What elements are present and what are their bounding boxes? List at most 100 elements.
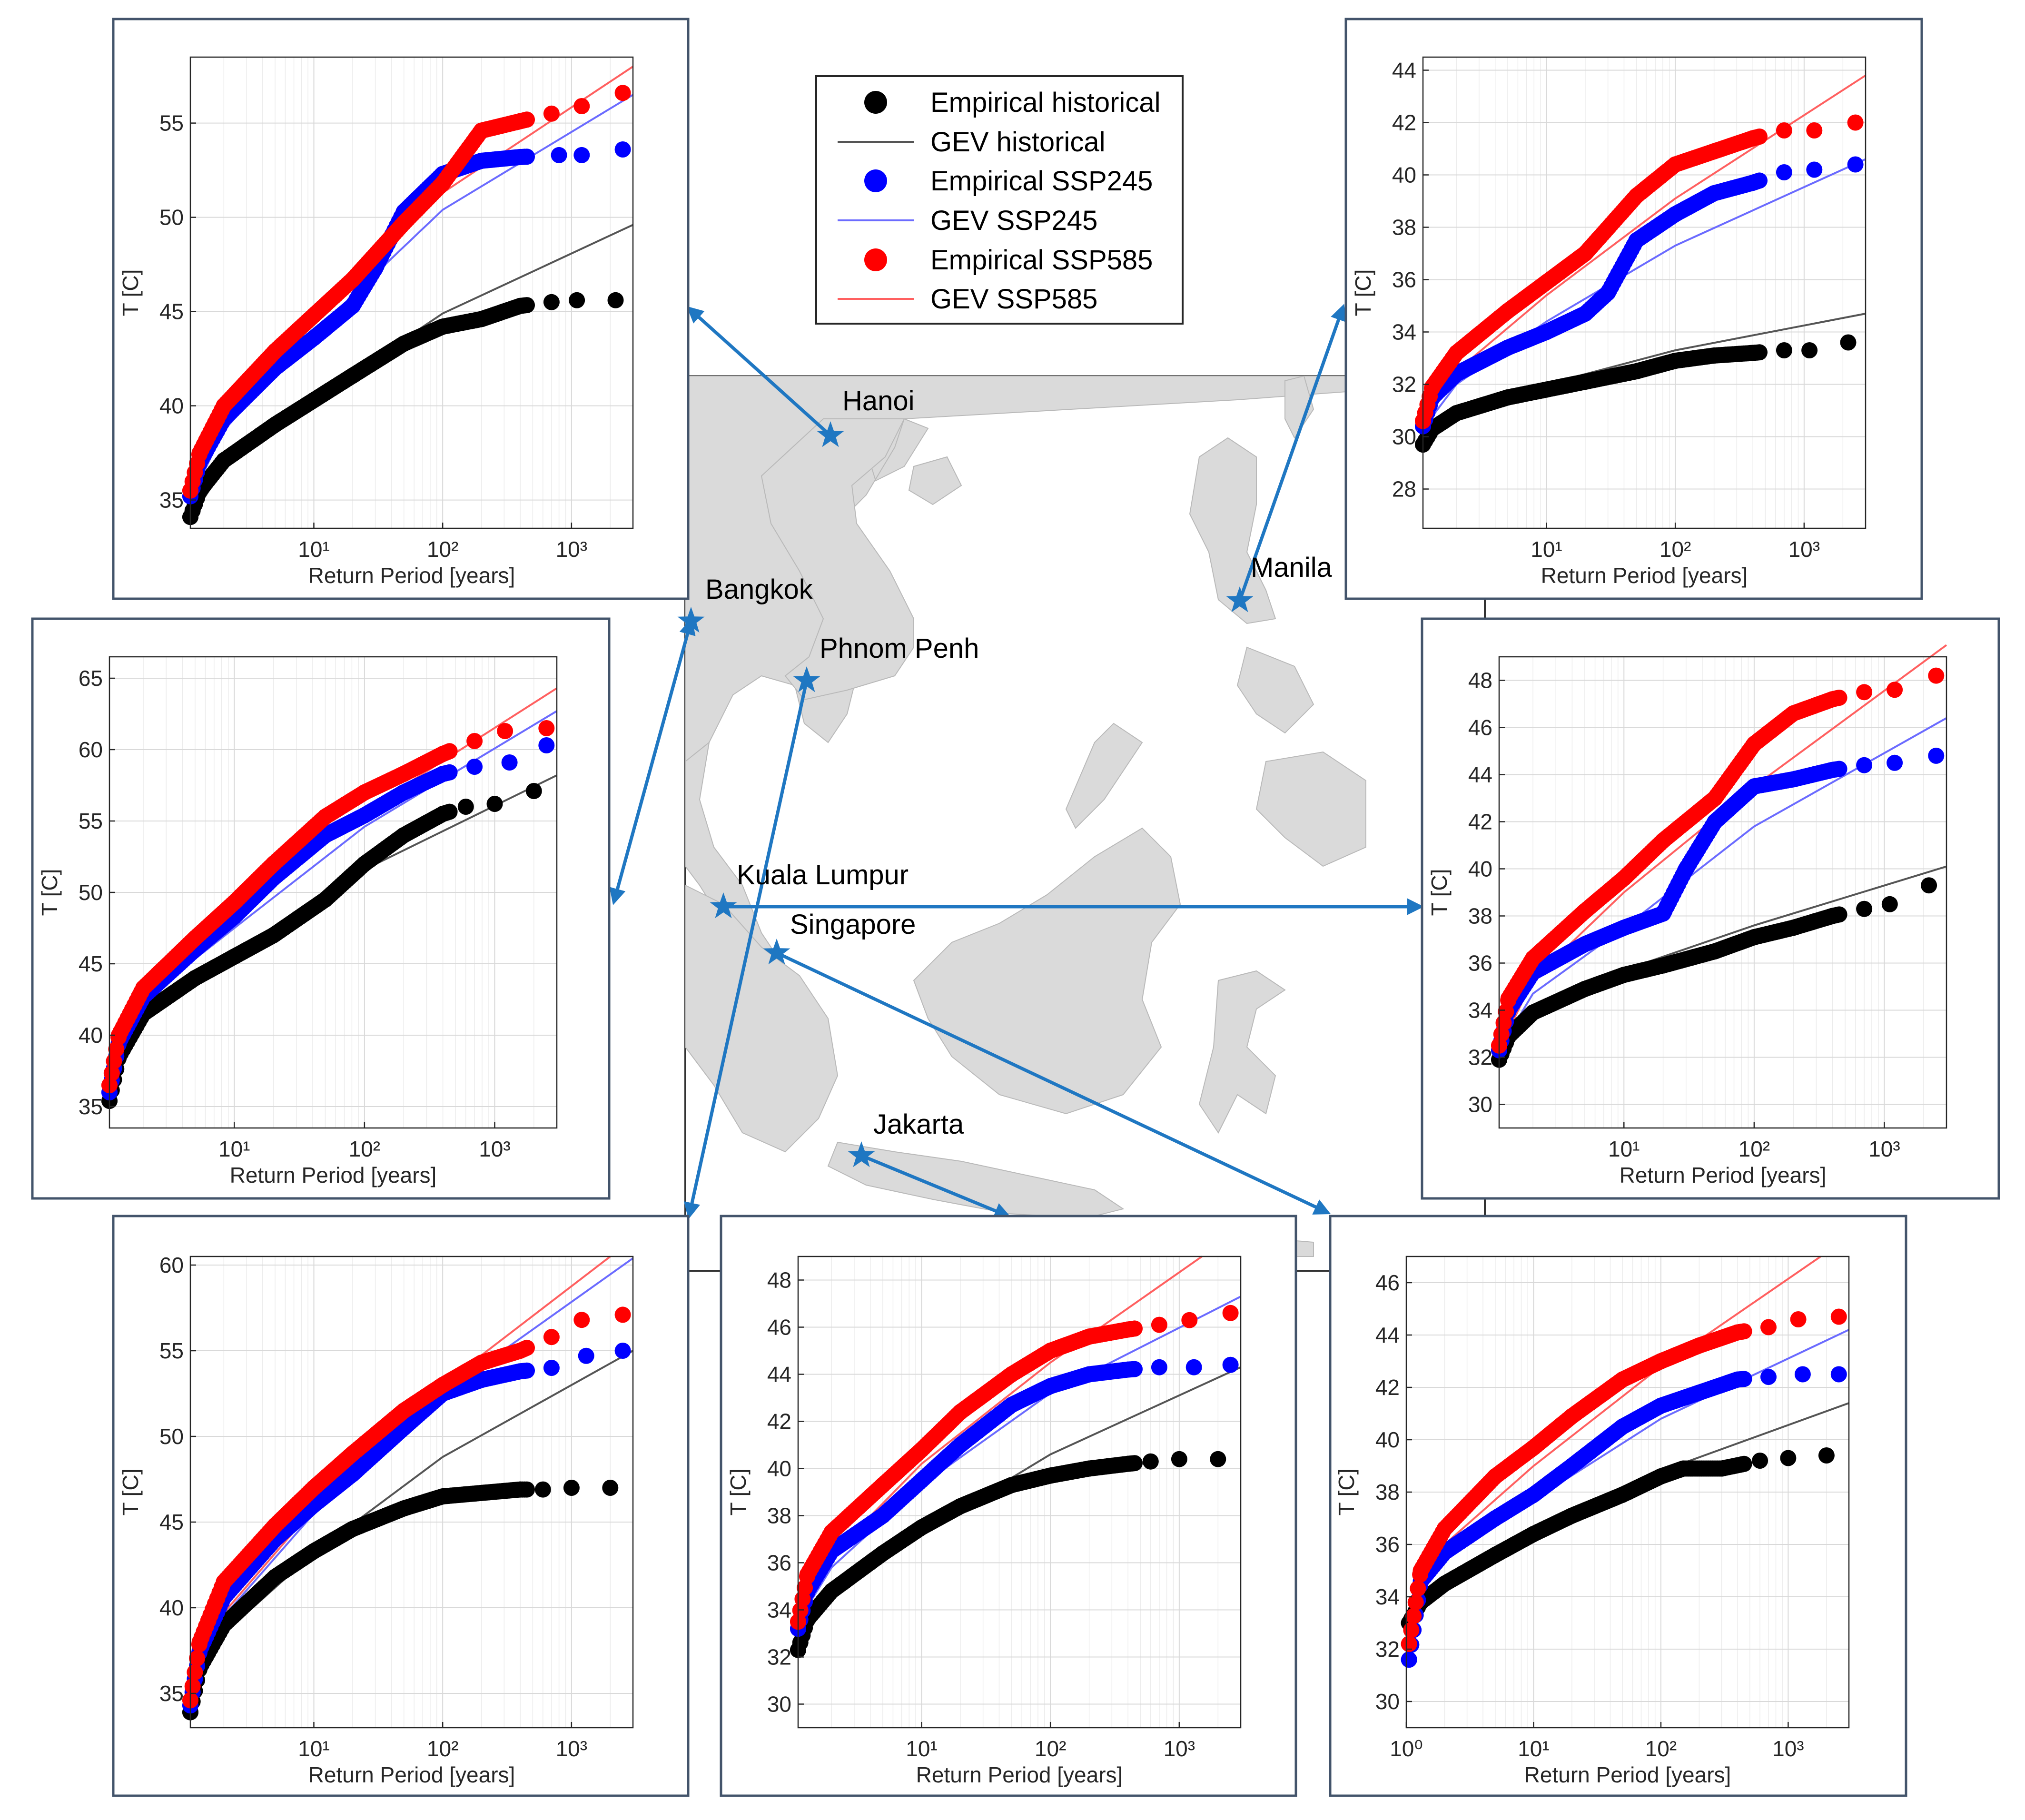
series-empirical-ssp585: [101, 720, 555, 1093]
data-point: [395, 827, 412, 843]
y-axis: 35 40 45 50 55 60: [159, 1253, 196, 1706]
y-tick-label: 40: [767, 1456, 791, 1481]
city-label-phnompenh: Phnom Penh: [820, 633, 979, 664]
axes-box: [1498, 656, 1947, 1129]
y-tick-label: 55: [159, 1338, 184, 1363]
x-tick-label: 10³: [1164, 1736, 1195, 1761]
data-point: [913, 1519, 930, 1536]
data-point: [1928, 747, 1945, 764]
data-point: [1576, 980, 1593, 997]
axes-box: [189, 56, 634, 529]
y-tick-label: 60: [79, 737, 103, 762]
data-point: [913, 1472, 930, 1489]
y-tick-label: 42: [1392, 110, 1416, 135]
y-tick-label: 42: [1468, 810, 1492, 834]
land-sumatra: [685, 884, 839, 1153]
data-point: [799, 1566, 816, 1583]
y-tick-label: 38: [1468, 904, 1492, 929]
data-point: [1564, 1458, 1580, 1474]
data-point: [435, 175, 451, 192]
y-axis-label: T [C]: [118, 269, 143, 317]
data-point: [1678, 861, 1694, 877]
data-point: [1003, 1366, 1020, 1383]
y-tick-label: 32: [1468, 1045, 1492, 1070]
y-tick-label: 55: [79, 809, 103, 833]
data-point: [538, 720, 555, 736]
legend-label: GEV SSP245: [930, 205, 1097, 236]
data-point: [875, 1477, 891, 1494]
y-tick-label: 34: [1392, 320, 1416, 345]
series-empirical-ssp585: [182, 1306, 631, 1709]
data-point: [1003, 1396, 1020, 1413]
data-point: [512, 113, 529, 129]
y-tick-label: 44: [1468, 762, 1492, 787]
star-icon: [677, 607, 705, 633]
data-point: [1448, 345, 1465, 361]
data-point: [1760, 1319, 1777, 1335]
arrow-hanoi: [686, 306, 832, 437]
data-point: [306, 1543, 322, 1560]
x-axis-label: Return Period [years]: [1524, 1762, 1731, 1787]
y-tick-label: 34: [1375, 1584, 1400, 1609]
data-point: [191, 445, 208, 461]
data-point: [1500, 389, 1516, 406]
y-axis: 35 40 45 50 55 60 65: [79, 666, 115, 1119]
data-point: [216, 452, 232, 469]
data-point: [108, 1041, 125, 1058]
data-point: [1042, 1467, 1059, 1484]
data-point: [1675, 1460, 1691, 1477]
data-point: [345, 367, 361, 384]
data-point: [1081, 1460, 1097, 1477]
x-axis: 10¹ 10² 10³: [906, 1722, 1195, 1761]
panel-frame: [1329, 1215, 1907, 1797]
x-tick-label: 10²: [427, 1736, 458, 1761]
data-point: [1785, 920, 1802, 936]
data-point: [1222, 1356, 1239, 1373]
legend-label: GEV historical: [930, 127, 1105, 158]
x-tick-label: 10¹: [1608, 1137, 1640, 1161]
panel-frame: [720, 1215, 1297, 1797]
data-point: [952, 1404, 968, 1420]
data-point: [1525, 1526, 1542, 1542]
data-point: [267, 343, 283, 359]
data-point: [435, 1488, 451, 1504]
data-point: [1142, 1453, 1159, 1470]
city-markers: Hanoi Manila Bangkok Phnom Penh Kuala Lu…: [677, 386, 1333, 1167]
x-axis-label: Return Period [years]: [1541, 563, 1748, 588]
data-point: [578, 1347, 594, 1364]
panel-frame: [1421, 617, 2000, 1200]
data-point: [1729, 1371, 1746, 1388]
series-empirical-ssp585: [790, 1305, 1239, 1630]
data-point: [1413, 1563, 1429, 1579]
data-point: [1614, 1371, 1631, 1388]
data-point: [1830, 1308, 1847, 1325]
data-point: [265, 927, 282, 943]
y-axis-label: T [C]: [1334, 1469, 1359, 1516]
legend-marker-blue: [864, 169, 887, 192]
city-manila: Manila: [1226, 552, 1333, 613]
chart-singapore: 30 32 34 36 38 40 42 44 46 10⁰ 10¹ 10² 10³ Return Per…: [1329, 1215, 1907, 1797]
y-tick-label: 30: [1375, 1689, 1400, 1714]
land-sulawesi: [1198, 970, 1286, 1134]
data-point: [466, 759, 483, 775]
data-point: [614, 1306, 631, 1323]
data-point: [1655, 905, 1671, 922]
y-tick-label: 36: [767, 1551, 791, 1575]
city-singapore: Singapore: [763, 909, 916, 965]
city-label-hanoi: Hanoi: [842, 386, 915, 416]
land-hainan: [908, 456, 962, 505]
data-point: [226, 949, 243, 965]
data-point: [1500, 990, 1517, 1007]
data-point: [1745, 175, 1761, 191]
data-point: [913, 1441, 930, 1458]
data-point: [395, 766, 412, 782]
data-point: [563, 1480, 580, 1496]
data-point: [1628, 188, 1645, 204]
data-point: [1577, 306, 1593, 322]
x-axis-label: Return Period [years]: [916, 1762, 1123, 1787]
data-point: [1652, 1353, 1669, 1369]
arrow-singapore: [776, 951, 1331, 1215]
data-point: [435, 1377, 451, 1393]
data-point: [1667, 206, 1684, 222]
data-point: [395, 1500, 412, 1517]
